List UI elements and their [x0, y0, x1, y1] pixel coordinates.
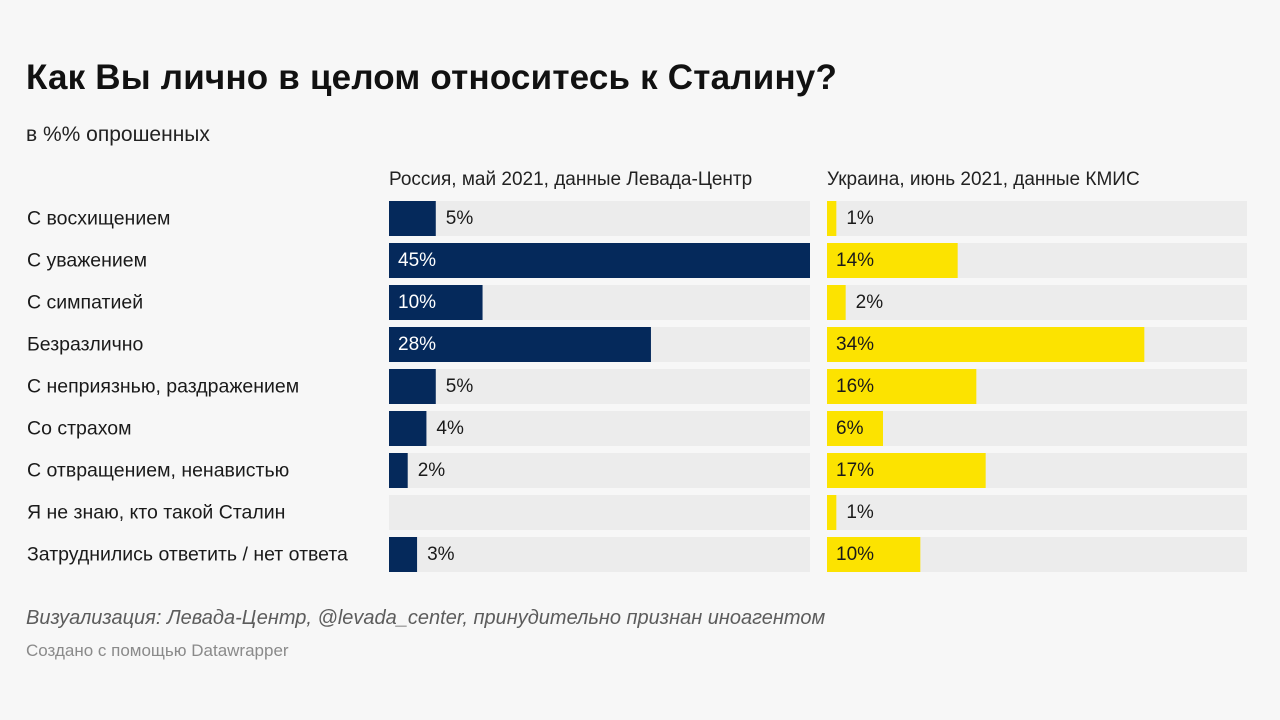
bar — [827, 495, 837, 530]
bar-value-label: 5% — [446, 376, 474, 397]
bar — [389, 327, 651, 362]
bar — [827, 327, 1145, 362]
chart-credit: Создано с помощью Datawrapper — [26, 641, 289, 660]
bar-track — [827, 495, 1247, 530]
bar-value-label: 17% — [836, 460, 874, 481]
category-label: Затруднились ответить / нет ответа — [27, 544, 348, 566]
bar-value-label: 16% — [836, 376, 874, 397]
category-label: Я не знаю, кто такой Сталин — [27, 502, 285, 524]
category-label: С восхищением — [27, 208, 170, 230]
bar-track — [389, 453, 810, 488]
bar-value-label: 14% — [836, 250, 874, 271]
bar-value-label: 1% — [846, 502, 874, 523]
category-label: Со страхом — [27, 418, 132, 440]
category-label: С отвращением, ненавистью — [27, 460, 289, 482]
bar-value-label: 45% — [398, 250, 436, 271]
bar-track — [827, 411, 1247, 446]
bar-value-label: 34% — [836, 334, 874, 355]
bar-track — [389, 201, 810, 236]
panel-title-russia: Россия, май 2021, данные Левада-Центр — [389, 169, 753, 190]
bar — [827, 243, 958, 278]
bar — [827, 453, 986, 488]
bar-value-label: 6% — [836, 418, 864, 439]
bar-value-label: 5% — [446, 208, 474, 229]
chart-title: Как Вы лично в целом относитесь к Сталин… — [26, 58, 838, 97]
bar — [389, 411, 427, 446]
bar — [827, 201, 837, 236]
bar-track — [389, 495, 810, 530]
bar — [827, 537, 921, 572]
bar — [389, 285, 483, 320]
bar — [389, 537, 418, 572]
category-label: С уважением — [27, 250, 147, 272]
bar-track — [389, 411, 810, 446]
bar-track — [827, 201, 1247, 236]
bar-track — [389, 369, 810, 404]
chart-caption: Визуализация: Левада-Центр, @levada_cent… — [26, 607, 826, 629]
bar — [827, 369, 977, 404]
bar — [389, 243, 810, 278]
bar-track — [827, 285, 1247, 320]
category-label: Безразлично — [27, 334, 144, 356]
category-label: С симпатией — [27, 292, 143, 314]
bar — [389, 369, 436, 404]
bar-value-label: 4% — [436, 418, 464, 439]
bar-value-label: 10% — [836, 544, 874, 565]
bar — [827, 411, 883, 446]
bar — [389, 201, 436, 236]
bar-value-label: 1% — [846, 208, 874, 229]
chart-subtitle: в %% опрошенных — [26, 123, 210, 146]
bar-value-label: 3% — [427, 544, 455, 565]
panel-title-ukraine: Украина, июнь 2021, данные КМИС — [827, 169, 1140, 190]
bar-value-label: 2% — [856, 292, 884, 313]
bar-value-label: 10% — [398, 292, 436, 313]
bar — [827, 285, 846, 320]
bar — [389, 453, 408, 488]
category-label: С неприязнью, раздражением — [27, 376, 299, 398]
bar-track — [389, 537, 810, 572]
bar-value-label: 2% — [418, 460, 446, 481]
bar-value-label: 28% — [398, 334, 436, 355]
